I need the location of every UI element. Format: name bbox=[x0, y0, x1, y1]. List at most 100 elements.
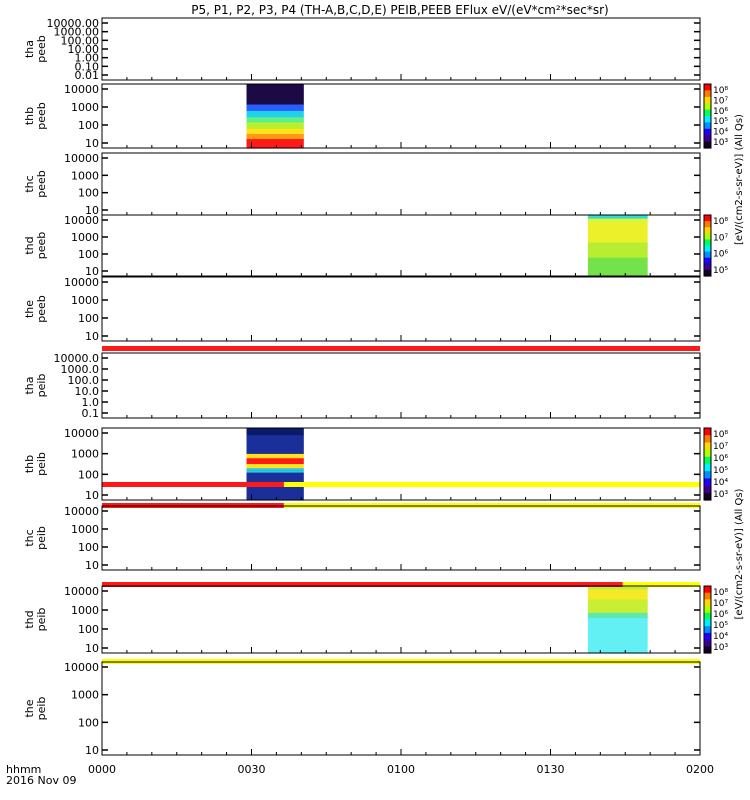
y-tick-label-thb-peib-0: 10000 bbox=[64, 427, 99, 440]
y-tick-label-thb-peeb-3: 10 bbox=[85, 137, 99, 150]
panel-frame-thc-peib bbox=[101, 505, 701, 571]
y-tick-label-thc-peib-0: 10000 bbox=[64, 505, 99, 518]
y-tick-label-thd-peeb-1: 1000 bbox=[71, 231, 99, 244]
spectrogram-band-thb-peeb-0-1 bbox=[246, 104, 304, 112]
colorbar-segment-thb-peeb-1 bbox=[704, 90, 711, 98]
colorbar-frame-thd-peib bbox=[703, 585, 712, 654]
colorbar-tick-thb-peeb-3: 10⁵ bbox=[713, 117, 728, 127]
y-tick-label-thb-peeb-0: 10000 bbox=[64, 83, 99, 96]
colorbar-segment-thd-peib-0 bbox=[704, 586, 711, 594]
spectrogram-band-thd-peib-0-1 bbox=[587, 589, 648, 600]
colorbar-segment-thd-peib-4 bbox=[704, 612, 711, 621]
panel-label-probe-tha-peib: tha bbox=[23, 376, 36, 394]
panel-label-probe-thb-peib: thb bbox=[23, 455, 36, 473]
colorbar-segment-thb-peib-4 bbox=[704, 456, 711, 465]
panel-label-probe-thc-peib: thc bbox=[23, 529, 36, 546]
colorbar-segment-thb-peeb-6 bbox=[704, 122, 711, 130]
x-tick-label-3: 0130 bbox=[537, 763, 565, 776]
y-tick-label-thc-peeb-0: 10000 bbox=[64, 152, 99, 165]
colorbar-tick-thb-peib-1: 10⁷ bbox=[713, 442, 728, 452]
colorbar-tick-thd-peeb-3: 10⁵ bbox=[713, 266, 728, 276]
y-tick-label-the-peib-3: 10 bbox=[85, 744, 99, 757]
panel-label-probe-thb-peeb: thb bbox=[23, 107, 36, 125]
colorbar-segment-thb-peeb-3 bbox=[704, 103, 711, 111]
colorbar-segment-thb-peib-7 bbox=[704, 478, 711, 487]
y-tick-label-thb-peeb-2: 100 bbox=[78, 119, 99, 132]
y-tick-label-tha-peib-5: 0.1 bbox=[82, 407, 100, 420]
spectrogram-band-thd-peib-0-2 bbox=[587, 599, 648, 614]
colorbar-segment-thb-peib-1 bbox=[704, 435, 711, 443]
panel-label-dataset-thd-peeb: peeb bbox=[35, 232, 48, 260]
y-tick-label-thc-peib-3: 10 bbox=[85, 559, 99, 572]
chart-title: P5, P1, P2, P3, P4 (TH-A,B,C,D,E) PEIB,P… bbox=[191, 3, 608, 17]
panel-label-dataset-thc-peeb: peeb bbox=[35, 170, 48, 198]
colorbar-segment-thd-peib-5 bbox=[704, 619, 711, 627]
spectrogram-band-thb-peib-0-0 bbox=[246, 428, 304, 436]
y-tick-label-thc-peib-2: 100 bbox=[78, 541, 99, 554]
spectrogram-band-thd-peeb-0-4 bbox=[587, 257, 648, 277]
colorbar-segment-thd-peeb-6 bbox=[704, 251, 711, 259]
colorbar-segment-thd-peeb-3 bbox=[704, 233, 711, 240]
panel-label-dataset-tha-peib: peib bbox=[35, 374, 48, 398]
y-tick-label-tha-peib-0: 10000.0 bbox=[54, 352, 100, 365]
panel-frame-thb-peeb bbox=[101, 83, 701, 149]
spectrogram-band-thb-peib-0-1 bbox=[246, 435, 304, 455]
mode-bar-segment-0-0 bbox=[102, 346, 700, 351]
panel-label-dataset-the-peib: peib bbox=[35, 697, 48, 721]
colorbar-segment-thd-peeb-7 bbox=[704, 257, 711, 265]
x-axis-label-hhmm: hhmm bbox=[6, 763, 41, 776]
colorbar-segment-thd-peib-8 bbox=[704, 639, 711, 647]
colorbar-segment-thd-peeb-0 bbox=[704, 215, 711, 222]
panel-frame-thb-peib bbox=[101, 427, 701, 501]
colorbar-segment-thd-peeb-1 bbox=[704, 221, 711, 228]
mode-bar-segment-1-1 bbox=[283, 482, 700, 487]
y-tick-label-tha-peeb-2: 100.00 bbox=[61, 34, 100, 47]
colorbar-tick-thb-peeb-4: 10⁴ bbox=[713, 128, 728, 138]
y-tick-label-the-peib-1: 1000 bbox=[71, 689, 99, 702]
colorbar-segment-thd-peeb-4 bbox=[704, 239, 711, 247]
colorbar-segment-thd-peib-7 bbox=[704, 632, 711, 641]
y-tick-label-the-peib-0: 10000 bbox=[64, 661, 99, 674]
y-tick-label-the-peeb-2: 100 bbox=[78, 312, 99, 325]
panel-frame-the-peib bbox=[101, 661, 701, 756]
colorbar-segment-thd-peib-1 bbox=[704, 592, 711, 600]
spectrogram-band-thb-peib-0-4 bbox=[246, 464, 304, 469]
panel-label-dataset-thb-peeb: peeb bbox=[35, 102, 48, 130]
colorbar-tick-thd-peib-2: 10⁶ bbox=[713, 610, 728, 620]
colorbar-segment-thd-peeb-9 bbox=[704, 269, 711, 277]
colorbar-tick-thd-peib-5: 10³ bbox=[713, 643, 728, 653]
y-tick-label-thd-peib-3: 10 bbox=[85, 642, 99, 655]
panel-label-probe-thd-peib: thd bbox=[23, 610, 36, 628]
colorbar-tick-thd-peeb-2: 10⁶ bbox=[713, 250, 728, 260]
y-tick-label-thb-peib-3: 10 bbox=[85, 489, 99, 502]
x-tick-label-1: 0030 bbox=[238, 763, 266, 776]
spectrogram-band-thb-peeb-0-2 bbox=[246, 110, 304, 118]
mode-bar-segment-1-0 bbox=[102, 482, 284, 487]
y-tick-label-thc-peeb-2: 100 bbox=[78, 187, 99, 200]
spectrogram-band-thd-peeb-0-2 bbox=[587, 222, 648, 244]
colorbar-segment-thb-peeb-8 bbox=[704, 135, 711, 143]
y-tick-label-the-peeb-0: 10000 bbox=[64, 276, 99, 289]
colorbar-tick-thd-peeb-0: 10⁸ bbox=[713, 217, 728, 227]
mode-bar-segment-3-0 bbox=[102, 582, 623, 587]
y-tick-label-tha-peeb-4: 1.00 bbox=[75, 52, 100, 65]
y-tick-label-tha-peib-4: 1.0 bbox=[82, 396, 100, 409]
spectrogram-band-thb-peeb-0-6 bbox=[246, 133, 304, 140]
y-tick-label-thc-peeb-3: 10 bbox=[85, 204, 99, 217]
colorbar-tick-thb-peib-0: 10⁸ bbox=[713, 430, 728, 440]
panel-label-dataset-thd-peib: peib bbox=[35, 608, 48, 632]
colorbar-segment-thd-peib-6 bbox=[704, 626, 711, 634]
colorbar-segment-thb-peeb-7 bbox=[704, 128, 711, 136]
colorbar-frame-thd-peeb bbox=[703, 214, 712, 277]
y-tick-label-thd-peib-2: 100 bbox=[78, 623, 99, 636]
y-tick-label-thd-peeb-3: 10 bbox=[85, 265, 99, 278]
colorbar-tick-thd-peeb-1: 10⁷ bbox=[713, 233, 728, 243]
x-tick-label-0: 0000 bbox=[88, 763, 116, 776]
colorbar-title-0: [eV/(cm2-s-sr-eV)] (All Qs) bbox=[734, 114, 745, 245]
colorbar-segment-thd-peeb-8 bbox=[704, 263, 711, 271]
colorbar-tick-thb-peeb-5: 10³ bbox=[713, 138, 728, 148]
spectrogram-band-thb-peeb-0-4 bbox=[246, 122, 304, 130]
y-tick-label-thb-peib-1: 1000 bbox=[71, 448, 99, 461]
colorbar-segment-thb-peeb-9 bbox=[704, 141, 711, 149]
